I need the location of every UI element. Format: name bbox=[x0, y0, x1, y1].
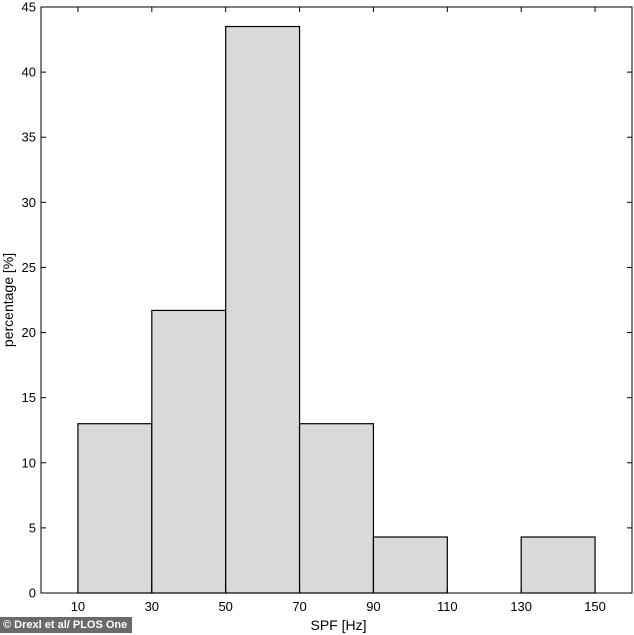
x-tick-label: 10 bbox=[71, 599, 85, 614]
histogram-bar-2 bbox=[225, 25, 301, 594]
y-tick-label: 40 bbox=[22, 65, 36, 80]
y-tick-label: 45 bbox=[22, 0, 36, 15]
x-axis-label: SPF [Hz] bbox=[310, 617, 366, 633]
x-tick-label: 150 bbox=[584, 599, 606, 614]
histogram-bar-1 bbox=[151, 309, 227, 594]
x-tick-label: 90 bbox=[366, 599, 380, 614]
histogram-bar-0 bbox=[77, 423, 153, 594]
y-tick-label: 0 bbox=[29, 586, 36, 601]
histogram-bar-6 bbox=[520, 536, 596, 594]
y-tick-label: 30 bbox=[22, 195, 36, 210]
credit-watermark: © Drexl et al/ PLOS One bbox=[0, 617, 133, 633]
x-tick-label: 130 bbox=[510, 599, 532, 614]
y-tick-label: 20 bbox=[22, 325, 36, 340]
y-tick-label: 15 bbox=[22, 390, 36, 405]
histogram-bar-4 bbox=[372, 536, 448, 594]
x-tick-label: 30 bbox=[145, 599, 159, 614]
x-tick-label: 110 bbox=[437, 599, 458, 614]
x-tick-label: 70 bbox=[292, 599, 306, 614]
y-tick-label: 35 bbox=[22, 130, 36, 145]
y-axis-label: percentage [%] bbox=[0, 253, 16, 347]
histogram-bar-3 bbox=[298, 423, 375, 594]
y-tick-label: 10 bbox=[22, 455, 36, 470]
bars-group bbox=[77, 25, 596, 594]
x-tick-label: 50 bbox=[218, 599, 232, 614]
plot-frame bbox=[40, 6, 633, 594]
y-tick-label: 5 bbox=[29, 520, 36, 535]
axes-group: 0 5 10 15 20 25 30 35 40 45 10 30 50 70 90 110 130 150 bbox=[22, 0, 633, 614]
y-tick-label: 25 bbox=[22, 260, 36, 275]
